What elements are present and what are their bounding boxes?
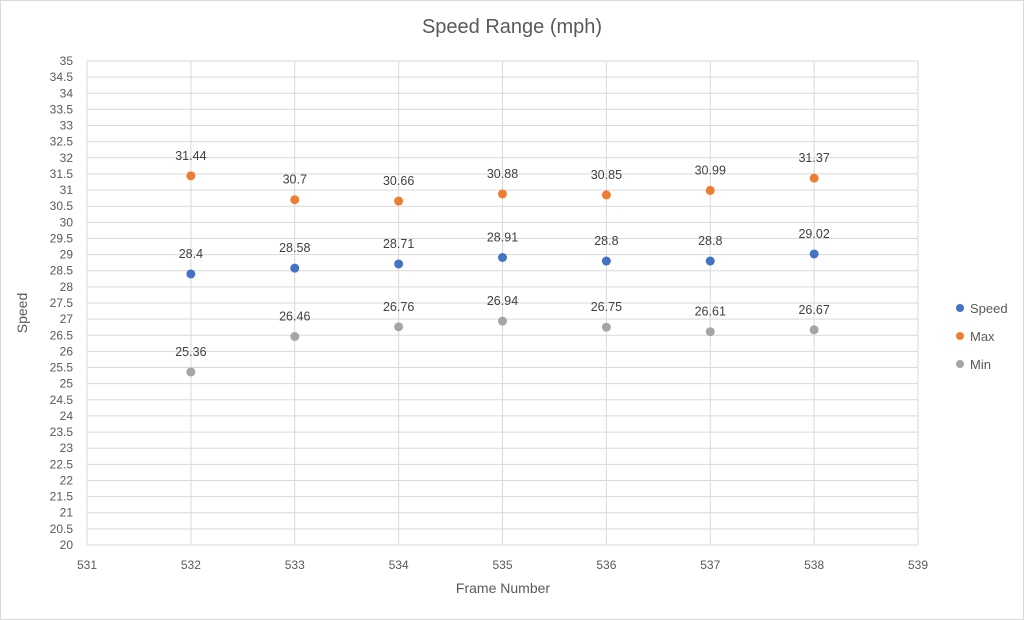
y-tick-label: 30 (60, 215, 74, 229)
legend-marker (956, 332, 964, 340)
x-tick-label: 533 (285, 558, 305, 572)
data-point-max (705, 185, 715, 195)
data-label-min: 25.36 (175, 345, 206, 359)
x-tick-label: 539 (908, 558, 928, 572)
data-label-speed: 28.58 (279, 241, 310, 255)
x-axis-label: Frame Number (455, 580, 551, 596)
data-point-min (290, 332, 300, 342)
x-tick-label: 534 (389, 558, 409, 572)
y-tick-label: 23 (60, 441, 74, 455)
y-tick-label: 27.5 (50, 296, 74, 310)
legend-label: Speed (970, 300, 1008, 316)
y-tick-label: 34 (60, 86, 74, 100)
y-tick-label: 21 (60, 506, 74, 520)
data-point-min (498, 316, 507, 326)
y-tick-label: 33 (60, 119, 74, 133)
legend-item-max: Max (956, 322, 1008, 350)
data-point-speed (290, 263, 300, 273)
data-point-max (394, 196, 404, 206)
data-point-min (809, 325, 819, 335)
data-point-speed (601, 256, 611, 266)
y-tick-label: 35 (60, 54, 74, 68)
y-tick-label: 22 (60, 473, 74, 487)
data-label-max: 30.7 (283, 173, 307, 187)
x-tick-label: 536 (596, 558, 616, 572)
y-tick-label: 33.5 (50, 102, 74, 116)
y-tick-label: 23.5 (50, 425, 74, 439)
y-tick-label: 28 (60, 280, 74, 294)
data-label-speed: 28.91 (487, 231, 518, 245)
legend-label: Max (970, 328, 995, 344)
y-tick-label: 30.5 (50, 199, 74, 213)
x-tick-label: 538 (804, 558, 824, 572)
y-tick-label: 29 (60, 248, 74, 262)
y-tick-label: 25 (60, 377, 74, 391)
data-point-min (394, 322, 404, 332)
data-label-max: 30.85 (591, 168, 622, 182)
data-label-min: 26.67 (798, 303, 829, 317)
data-point-max (601, 190, 611, 200)
data-label-max: 30.66 (383, 174, 414, 188)
data-label-speed: 29.02 (798, 227, 829, 241)
data-label-min: 26.46 (279, 310, 310, 324)
data-label-speed: 28.8 (698, 234, 722, 248)
y-tick-label: 32.5 (50, 135, 74, 149)
x-tick-label: 531 (77, 558, 97, 572)
x-tick-label: 532 (181, 558, 201, 572)
data-point-speed (498, 253, 507, 263)
y-tick-label: 20.5 (50, 522, 74, 536)
data-point-speed (705, 256, 715, 266)
data-point-min (601, 322, 611, 332)
data-point-speed (394, 259, 404, 269)
data-label-max: 30.99 (695, 163, 726, 177)
y-tick-label: 34.5 (50, 70, 74, 84)
legend-marker (956, 360, 964, 368)
y-tick-label: 29.5 (50, 231, 74, 245)
data-label-max: 31.44 (175, 149, 206, 163)
y-tick-label: 26 (60, 344, 74, 358)
y-tick-label: 26.5 (50, 328, 74, 342)
data-point-max (186, 171, 196, 181)
data-label-min: 26.61 (695, 305, 726, 319)
y-tick-label: 25.5 (50, 361, 74, 375)
data-label-speed: 28.8 (594, 234, 618, 248)
y-tick-label: 27 (60, 312, 74, 326)
y-tick-label: 24 (60, 409, 74, 423)
y-tick-label: 20 (60, 538, 74, 552)
data-label-min: 26.75 (591, 300, 622, 314)
data-label-max: 31.37 (798, 151, 829, 165)
data-point-speed (809, 249, 819, 259)
y-tick-label: 31 (60, 183, 74, 197)
y-tick-label: 32 (60, 151, 74, 165)
legend: Speed Max Min (956, 294, 1008, 378)
data-point-max (290, 195, 300, 205)
data-label-speed: 28.71 (383, 237, 414, 251)
data-point-min (705, 327, 715, 337)
y-tick-label: 28.5 (50, 264, 74, 278)
data-point-max (809, 173, 819, 183)
data-label-max: 30.88 (487, 167, 518, 181)
legend-marker (956, 304, 964, 312)
data-point-max (498, 189, 507, 199)
legend-label: Min (970, 356, 991, 372)
legend-item-min: Min (956, 350, 1008, 378)
data-point-speed (186, 269, 196, 279)
legend-item-speed: Speed (956, 294, 1008, 322)
y-tick-label: 21.5 (50, 490, 74, 504)
chart-title: Speed Range (mph) (421, 16, 603, 38)
y-tick-label: 31.5 (50, 167, 74, 181)
y-tick-label: 22.5 (50, 457, 74, 471)
data-label-min: 26.76 (383, 300, 414, 314)
x-tick-label: 537 (700, 558, 720, 572)
data-label-min: 26.94 (487, 294, 518, 308)
data-label-speed: 28.4 (179, 247, 203, 261)
x-tick-label: 535 (492, 558, 512, 572)
y-tick-label: 24.5 (50, 393, 74, 407)
data-point-min (186, 367, 196, 377)
